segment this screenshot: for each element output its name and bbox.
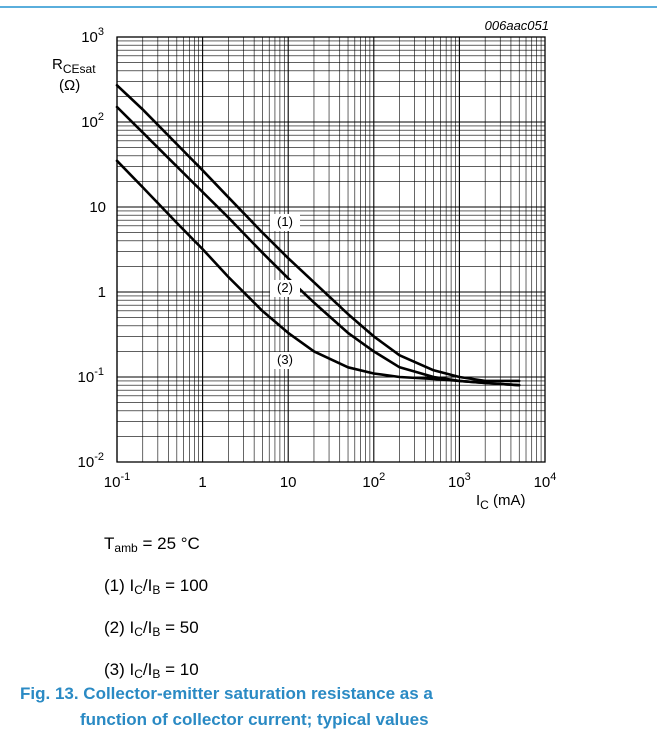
doc-id: 006aac051 bbox=[485, 18, 549, 33]
x-tick-label: 104 bbox=[534, 471, 557, 491]
y-tick-label: 10-1 bbox=[78, 366, 104, 386]
x-tick-label: 102 bbox=[362, 471, 385, 491]
legend-item-2: (2) IC/IB = 50 bbox=[104, 618, 199, 639]
x-tick-label: 1 bbox=[198, 474, 206, 491]
legend-tamb: Tamb = 25 °C bbox=[104, 534, 200, 555]
plot-frame bbox=[116, 36, 546, 463]
series-1-label-bg bbox=[270, 214, 300, 231]
caption-line-1: Fig. 13. Collector-emitter saturation re… bbox=[20, 684, 433, 703]
legend-item-3: (3) IC/IB = 10 bbox=[104, 660, 199, 681]
legend-item-1: (1) IC/IB = 100 bbox=[104, 576, 209, 597]
series-3-label-bg bbox=[270, 352, 300, 369]
caption-line-2: function of collector current; typical v… bbox=[80, 710, 429, 729]
y-tick-label: 103 bbox=[81, 26, 104, 46]
series-2-label: (2) bbox=[277, 280, 293, 295]
y-axis-label: RCEsat bbox=[52, 56, 96, 76]
chart-grid bbox=[116, 37, 545, 463]
series-3-label: (3) bbox=[277, 352, 293, 367]
y-tick-label: 1 bbox=[98, 284, 106, 301]
x-axis-label: IC (mA) bbox=[476, 492, 526, 512]
figure-caption: Fig. 13. Collector-emitter saturation re… bbox=[20, 681, 640, 733]
y-tick-label: 10 bbox=[89, 199, 106, 216]
series-1-curve bbox=[115, 84, 521, 383]
series-1-label: (1) bbox=[277, 214, 293, 229]
x-tick-label: 103 bbox=[448, 471, 471, 491]
legend: Tamb = 25 °C (1) IC/IB = 100 (2) IC/IB =… bbox=[104, 525, 208, 693]
chart-labels: RCEsat(Ω) IC (mA) 006aac051 (1) (2) (3) bbox=[52, 18, 549, 512]
y-tick-label: 10-2 bbox=[78, 451, 104, 471]
y-axis-unit: (Ω) bbox=[59, 77, 80, 94]
chart-curves bbox=[115, 84, 521, 387]
x-tick-label: 10 bbox=[280, 474, 297, 491]
series-2-label-bg bbox=[270, 280, 300, 297]
top-rule bbox=[0, 6, 657, 8]
series-3-curve bbox=[115, 159, 521, 387]
y-tick-label: 102 bbox=[81, 111, 104, 131]
x-tick-label: 10-1 bbox=[104, 471, 130, 491]
